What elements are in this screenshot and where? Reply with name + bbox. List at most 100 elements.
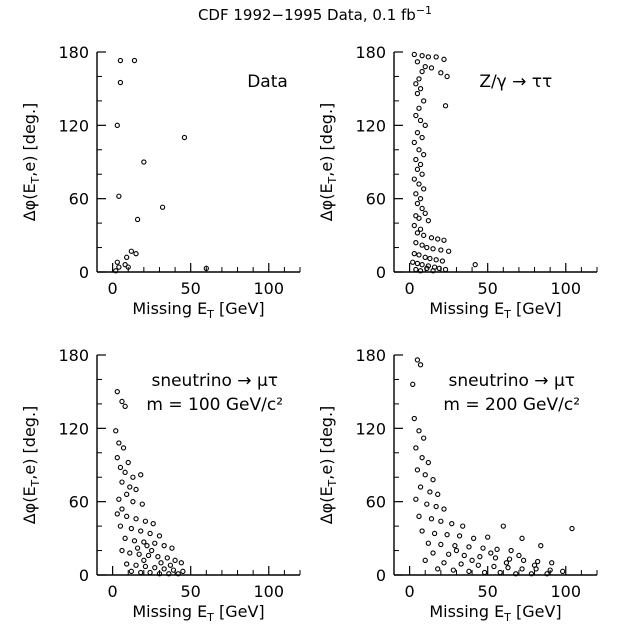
- chart-1-x-label-unit: [GeV]: [214, 299, 265, 318]
- chart-1-y-label-main: Δφ(E: [20, 183, 39, 221]
- chart-3-data-point: [147, 569, 153, 576]
- chart-3-x-label-main: Missing E: [132, 602, 207, 621]
- chart-4-data-point: [430, 477, 436, 483]
- chart-1-data-point: [113, 268, 119, 274]
- chart-3-data-point: [116, 440, 122, 446]
- chart-1-y-tick-label: 180: [58, 43, 89, 62]
- chart-2-y-label-main: Δφ(E: [317, 183, 336, 221]
- chart-2-data-point: [421, 152, 427, 158]
- chart-2-data-point: [424, 265, 430, 271]
- chart-1-data-point: [116, 264, 122, 270]
- chart-3-data-point: [172, 557, 178, 563]
- chart-2-data-point: [413, 240, 419, 246]
- chart-1-x-tick-label: 50: [181, 279, 201, 298]
- chart-3-data-point: [127, 550, 133, 556]
- chart-3-data-point: [167, 562, 174, 568]
- chart-4-data-point: [458, 561, 464, 567]
- chart-2-data-point: [417, 117, 424, 124]
- chart-4-data-point: [438, 541, 444, 548]
- chart-3-data-point: [156, 533, 163, 539]
- chart-2-data-point: [417, 226, 424, 232]
- chart-3-data-point: [169, 545, 175, 551]
- chart-2-data-point: [414, 130, 421, 136]
- chart-1-data-point: [128, 248, 135, 254]
- chart-4-data-point: [460, 523, 466, 529]
- chart-3-data-point: [117, 464, 124, 471]
- chart-4-data-point: [569, 525, 575, 532]
- chart-4-data-point: [469, 557, 475, 563]
- chart-3-y-tick-label: 120: [58, 419, 89, 438]
- chart-3-data-point: [166, 571, 172, 577]
- chart-4-data-point: [419, 455, 425, 461]
- chart-2-data-point: [422, 210, 428, 216]
- chart-3-data-point: [144, 543, 150, 549]
- chart-2-x-label-unit: [GeV]: [511, 299, 562, 318]
- chart-3-data-point: [117, 523, 124, 529]
- chart-2-data-point: [419, 134, 425, 141]
- chart-4-data-point: [424, 501, 430, 507]
- chart-2-data-point: [421, 232, 427, 238]
- chart-2-data-point: [442, 266, 449, 273]
- chart-3-data-point: [141, 539, 147, 545]
- chart-4-points: [410, 357, 575, 577]
- chart-4-x-tick-label: 0: [405, 582, 415, 601]
- chart-4-data-point: [435, 491, 441, 497]
- chart-2-data-point: [417, 161, 424, 168]
- chart-3-annotation: m = 100 GeV/c²: [146, 395, 283, 415]
- chart-3-data-point: [119, 506, 125, 512]
- chart-3-data-point: [113, 428, 119, 434]
- chart-3-data-point: [152, 540, 158, 546]
- chart-2-data-point: [430, 246, 436, 252]
- chart-3-data-point: [114, 511, 120, 517]
- chart-2-data-point: [413, 81, 419, 87]
- chart-2-data-point: [422, 122, 428, 128]
- chart-4-data-point: [538, 543, 544, 549]
- chart-3-data-point: [161, 566, 167, 572]
- chart-4-y-tick-label: 180: [355, 346, 386, 365]
- chart-3-y-label: Δφ(ET,e) [deg.]: [20, 406, 42, 525]
- chart-2-data-point: [414, 166, 421, 172]
- chart-1-y-tick-label: 0: [79, 263, 89, 282]
- chart-2-data-point: [416, 76, 422, 82]
- chart-2-data-point: [422, 254, 428, 260]
- chart-3-data-point: [133, 486, 139, 493]
- chart-1-data-point: [181, 134, 188, 141]
- chart-2-data-point: [438, 70, 444, 76]
- chart-2-data-point: [416, 105, 422, 111]
- chart-3-data-point: [119, 398, 125, 405]
- chart-3-y-label-main: Δφ(E: [20, 486, 39, 524]
- chart-3-data-point: [164, 555, 170, 561]
- chart-4-data-point: [422, 557, 428, 563]
- chart-3-data-point: [150, 521, 156, 527]
- chart-4-data-point: [428, 516, 435, 522]
- chart-2-data-point: [416, 147, 422, 153]
- chart-2-data-point: [436, 265, 442, 271]
- chart-1-y-label-end: ,e) [deg.]: [20, 103, 39, 177]
- chart-3-data-point: [170, 567, 177, 573]
- chart-4-data-point: [475, 562, 481, 568]
- chart-4-data-point: [430, 550, 436, 556]
- chart-2-data-point: [416, 181, 422, 187]
- chart-4-data-point: [413, 445, 419, 451]
- chart-4-x-tick-label: 100: [550, 582, 581, 601]
- chart-2-data-point: [441, 56, 447, 62]
- chart-1-data-point: [141, 159, 147, 165]
- chart-4-data-point: [549, 560, 555, 566]
- chart-1-x-label-sub: T: [206, 308, 214, 321]
- chart-3-y-label-end: ,e) [deg.]: [20, 406, 39, 480]
- chart-4-data-point: [488, 550, 494, 556]
- chart-3-data-point: [122, 469, 128, 475]
- chart-4-data-point: [461, 552, 467, 559]
- chart-4-x-label-sub: T: [503, 611, 511, 624]
- chart-4-data-point: [520, 557, 527, 563]
- chart-2-data-point: [414, 200, 421, 207]
- chart-3-y-tick-label: 180: [58, 346, 89, 365]
- chart-4-data-point: [559, 568, 566, 574]
- chart-4-data-point: [410, 381, 416, 387]
- chart-1-data-point: [114, 259, 120, 265]
- chart-2-data-point: [446, 248, 452, 254]
- chart-4-data-point: [438, 518, 444, 524]
- chart-2-data-point: [417, 268, 424, 274]
- chart-2-data-point: [411, 222, 417, 229]
- chart-2-data-point: [411, 51, 417, 58]
